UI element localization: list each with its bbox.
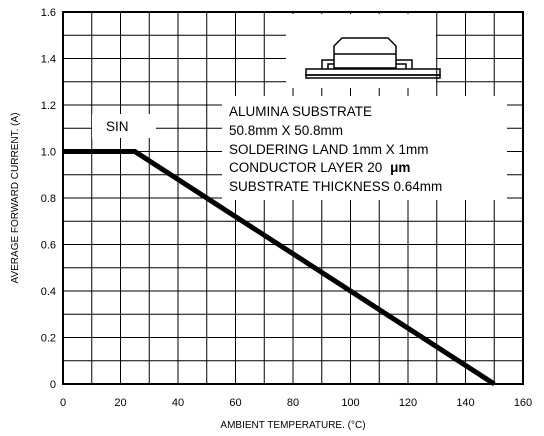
smd-package-on-substrate-icon <box>305 37 441 79</box>
tick-labels: 0 20 40 60 80 100 120 140 160 0 0.2 0.4 0.6 0.8 1.0 1.2… <box>41 7 532 409</box>
x-tick-label: 80 <box>287 397 299 409</box>
x-tick-label: 140 <box>456 397 474 409</box>
x-tick-label: 120 <box>399 397 417 409</box>
series-line <box>63 149 496 387</box>
plot-frame <box>62 11 524 385</box>
y-tick-label: 1.0 <box>41 147 56 159</box>
notes-box-mask <box>222 96 507 200</box>
x-axis-unit: °C <box>351 420 362 431</box>
y-tick-label: 0.2 <box>41 333 56 345</box>
x-tick-label: 100 <box>341 397 359 409</box>
x-tick-label: 40 <box>172 397 184 409</box>
x-axis-label-close: ) <box>362 420 365 431</box>
conductor-unit: μm <box>390 160 410 175</box>
note-line-4-text: CONDUCTOR LAYER 20 <box>229 160 382 175</box>
note-line-3: SOLDERING LAND 1mm X 1mm <box>229 142 429 157</box>
inset-mask <box>286 14 436 88</box>
derating-series <box>63 149 496 387</box>
y-tick-label: 0.6 <box>41 240 56 252</box>
note-line-5: SUBSTRATE THICKNESS 0.64mm <box>229 179 442 194</box>
x-tick-label: 160 <box>514 397 532 409</box>
y-tick-label: 1.2 <box>41 100 56 112</box>
y-axis-label: AVERAGE FORWARD CURRENT. (A) <box>10 113 21 284</box>
y-tick-label: 0 <box>50 379 56 391</box>
x-axis-label: AMBIENT TEMPERATURE. (°C) <box>220 420 365 431</box>
y-tick-label: 0.8 <box>41 193 56 205</box>
y-tick-label: 0.4 <box>41 286 56 298</box>
note-line-4: CONDUCTOR LAYER 20 μm <box>229 160 410 175</box>
test-conditions: ALUMINA SUBSTRATE 50.8mm X 50.8mm SOLDER… <box>229 104 442 194</box>
y-tick-label: 1.6 <box>41 7 56 19</box>
x-tick-label: 0 <box>60 397 66 409</box>
waveform-label: SIN <box>106 119 129 134</box>
sin-label-mask <box>92 114 156 138</box>
note-line-2: 50.8mm X 50.8mm <box>229 123 343 138</box>
y-tick-label: 1.4 <box>41 54 56 66</box>
x-tick-label: 60 <box>229 397 241 409</box>
x-axis-label-text: AMBIENT TEMPERATURE. ( <box>220 420 351 431</box>
note-line-1: ALUMINA SUBSTRATE <box>229 104 372 119</box>
x-tick-label: 20 <box>114 397 126 409</box>
